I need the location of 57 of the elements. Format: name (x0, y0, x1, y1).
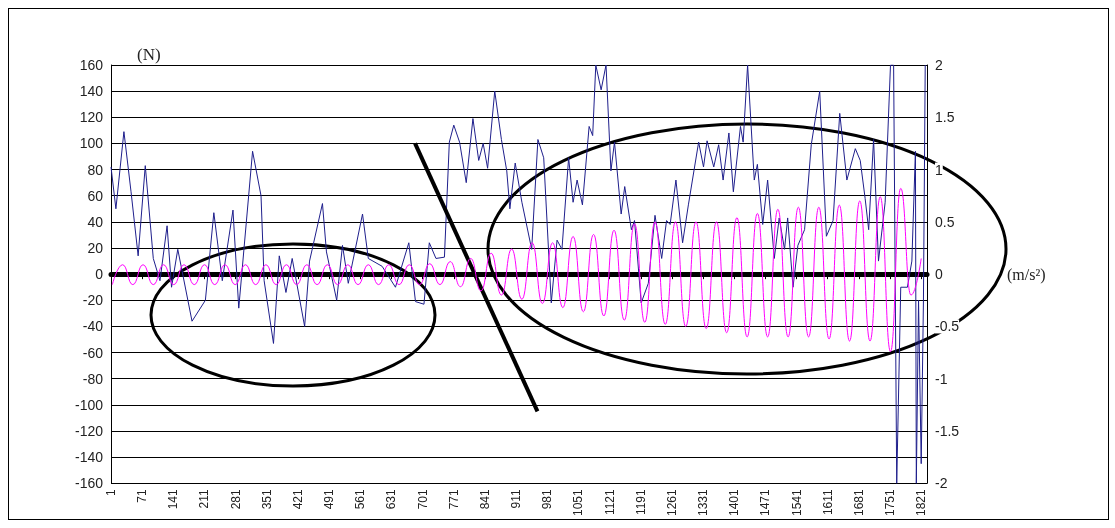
y-tick-label: 140 (79, 83, 104, 100)
y2-tick-label: -1.5 (935, 423, 960, 440)
x-tick-label: 491 (322, 488, 337, 510)
y2-tick-label: -1 (935, 370, 948, 387)
y2-tick-label: 0 (935, 266, 943, 283)
x-tick-label: 421 (290, 488, 305, 510)
x-tick-label: 1051 (571, 488, 586, 517)
x-tick-label: 701 (415, 488, 430, 510)
x-tick-label: 1681 (851, 488, 866, 517)
x-tick-label: 1121 (602, 488, 617, 516)
y-tick-label: 160 (79, 57, 104, 73)
y-tick-label: -160 (74, 475, 104, 492)
x-tick-label: 71 (135, 488, 150, 503)
y2-axis-title: (m/s²) (1007, 265, 1046, 284)
x-tick-label: 141 (166, 488, 181, 510)
y2-tick-label: 1.5 (935, 109, 955, 126)
y-tick-label: -60 (82, 344, 104, 361)
x-tick-label: 981 (540, 488, 555, 510)
x-tick-label: 1751 (883, 488, 898, 517)
y-tick-label: -20 (82, 292, 104, 309)
y2-tick-label: -2 (935, 475, 948, 492)
x-tick-label: 561 (353, 488, 368, 510)
x-tick-label: 1611 (820, 488, 835, 516)
x-tick-label: 631 (384, 488, 399, 510)
x-tick-label: 1541 (789, 488, 804, 517)
x-tick-label: 281 (228, 488, 243, 510)
x-tick-label: 211 (197, 488, 212, 509)
y-tick-label: -120 (74, 423, 104, 440)
x-tick-label: 351 (259, 488, 274, 510)
x-tick-label: 1821 (914, 488, 929, 517)
line-series (111, 187, 922, 353)
y-axis-title: (N) (137, 45, 161, 64)
x-tick-label: 1191 (633, 488, 648, 516)
y2-tick-label: 1 (935, 161, 943, 178)
y-tick-label: -80 (82, 370, 104, 387)
y-tick-label: 60 (87, 187, 104, 204)
y-tick-label: 80 (87, 161, 104, 178)
y-tick-label: -140 (74, 449, 104, 466)
x-tick-label: 1471 (758, 488, 773, 517)
x-tick-label: 1 (104, 488, 118, 496)
x-tick-label: 1401 (727, 488, 742, 517)
y-tick-label: -100 (74, 396, 104, 413)
x-tick-label: 841 (477, 488, 492, 510)
x-tick-label: 1261 (664, 488, 679, 517)
y2-tick-label: 0.5 (935, 213, 955, 230)
x-tick-label: 771 (446, 488, 461, 510)
y-tick-label: 120 (79, 109, 104, 126)
y-tick-label: -40 (82, 318, 104, 335)
line-series (110, 64, 926, 484)
y-tick-label: 100 (79, 135, 104, 152)
y-tick-label: 0 (95, 266, 104, 283)
x-tick-label: 911 (509, 488, 524, 509)
x-tick-label: 1331 (696, 488, 711, 517)
y-tick-label: 20 (87, 240, 104, 257)
y-tick-label: 40 (87, 213, 104, 230)
y2-tick-label: 2 (935, 57, 943, 73)
y2-tick-label: -0.5 (935, 318, 960, 335)
